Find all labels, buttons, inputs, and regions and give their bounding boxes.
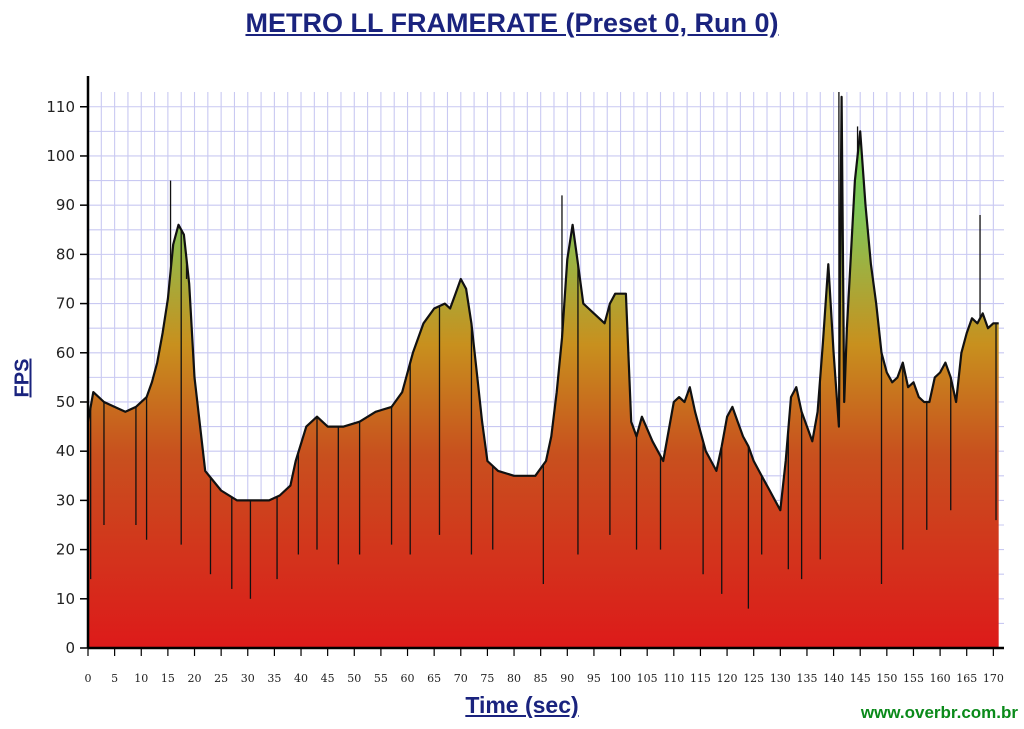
x-tick-label: 10: [134, 672, 148, 685]
x-tick-label: 120: [717, 672, 738, 685]
y-tick-label: 30: [56, 491, 75, 509]
x-tick-label: 40: [294, 672, 308, 685]
x-tick-label: 85: [534, 672, 548, 685]
x-tick-label: 50: [347, 672, 361, 685]
spike-layer: [90, 92, 997, 609]
x-tick-labels: 0 5 10 15 20 25 30 35 40 45 50 55 60 65 70 75 80 85 90 95 10…: [85, 672, 1004, 685]
x-tick-label: 25: [214, 672, 228, 685]
x-tick-label: 90: [560, 672, 574, 685]
x-tick-label: 150: [876, 672, 897, 685]
fps-area: [88, 96, 999, 648]
x-tick-label: 30: [241, 672, 255, 685]
x-tick-label: 75: [480, 672, 494, 685]
y-axis-label: FPS: [11, 358, 34, 398]
area-layer: [86, 95, 999, 648]
x-tick-label: 60: [401, 672, 415, 685]
y-tick-label: 10: [56, 590, 75, 608]
y-tick-label: 100: [46, 147, 75, 165]
x-tick-label: 110: [663, 672, 684, 685]
x-tick-label: 65: [427, 672, 441, 685]
x-tick-label: 55: [374, 672, 388, 685]
x-tick-label: 100: [610, 672, 631, 685]
x-tick-label: 160: [930, 672, 951, 685]
x-tick-label: 95: [587, 672, 601, 685]
x-tick-label: 45: [321, 672, 335, 685]
x-tick-label: 145: [850, 672, 871, 685]
x-tick-label: 35: [267, 672, 281, 685]
y-tick-label: 90: [56, 196, 75, 214]
x-axis-label: Time (sec): [465, 692, 579, 718]
y-tick-label: 20: [56, 541, 75, 559]
x-tick-label: 130: [770, 672, 791, 685]
y-tick-label: 60: [56, 344, 75, 362]
y-tick-label: 40: [56, 442, 75, 460]
y-tick-label: 50: [56, 393, 75, 411]
x-tick-label: 135: [796, 672, 817, 685]
y-tick-label: 70: [56, 295, 75, 313]
fps-line: [86, 95, 999, 512]
x-tick-label: 70: [454, 672, 468, 685]
x-tick-label: 20: [188, 672, 202, 685]
axes: [80, 76, 1004, 656]
x-tick-label: 155: [903, 672, 924, 685]
x-tick-label: 0: [85, 672, 92, 685]
y-tick-label: 110: [46, 98, 75, 116]
watermark: www.overbr.com.br: [860, 703, 1018, 722]
y-tick-label: 0: [65, 639, 75, 657]
chart-title: METRO LL FRAMERATE (Preset 0, Run 0): [245, 8, 779, 38]
x-tick-label: 140: [823, 672, 844, 685]
x-tick-label: 80: [507, 672, 521, 685]
x-tick-label: 5: [111, 672, 118, 685]
x-tick-label: 170: [983, 672, 1004, 685]
y-tick-labels: 0 10 20 30 40 50 60 70 80 90 100 110: [46, 98, 75, 657]
x-tick-label: 15: [161, 672, 175, 685]
y-tick-label: 80: [56, 245, 75, 263]
x-tick-label: 125: [743, 672, 764, 685]
x-tick-label: 165: [956, 672, 977, 685]
x-tick-label: 105: [637, 672, 658, 685]
x-tick-label: 115: [690, 672, 711, 685]
